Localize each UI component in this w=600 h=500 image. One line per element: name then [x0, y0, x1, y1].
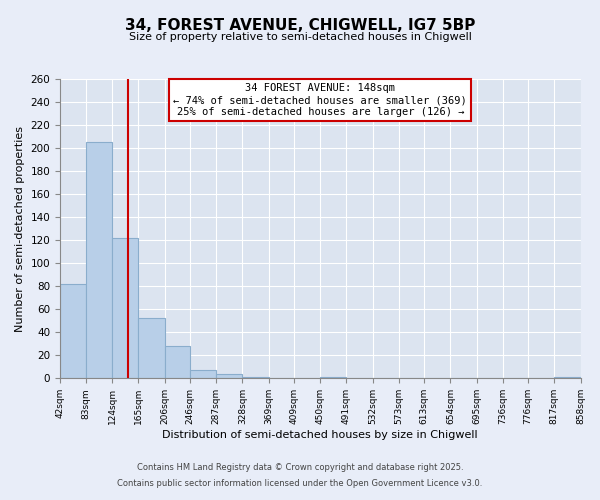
Bar — [554, 377, 581, 378]
Bar — [60, 284, 86, 378]
Bar — [139, 318, 164, 378]
Y-axis label: Number of semi-detached properties: Number of semi-detached properties — [15, 126, 25, 332]
Bar — [216, 374, 242, 378]
Bar — [112, 238, 139, 378]
X-axis label: Distribution of semi-detached houses by size in Chigwell: Distribution of semi-detached houses by … — [163, 430, 478, 440]
Bar — [190, 370, 216, 378]
Bar — [164, 346, 190, 378]
Bar — [86, 142, 112, 378]
Bar — [242, 377, 269, 378]
Text: Contains HM Land Registry data © Crown copyright and database right 2025.: Contains HM Land Registry data © Crown c… — [137, 464, 463, 472]
Text: Size of property relative to semi-detached houses in Chigwell: Size of property relative to semi-detach… — [128, 32, 472, 42]
Text: Contains public sector information licensed under the Open Government Licence v3: Contains public sector information licen… — [118, 478, 482, 488]
Bar — [320, 377, 346, 378]
Text: 34 FOREST AVENUE: 148sqm
← 74% of semi-detached houses are smaller (369)
25% of : 34 FOREST AVENUE: 148sqm ← 74% of semi-d… — [173, 84, 467, 116]
Text: 34, FOREST AVENUE, CHIGWELL, IG7 5BP: 34, FOREST AVENUE, CHIGWELL, IG7 5BP — [125, 18, 475, 32]
